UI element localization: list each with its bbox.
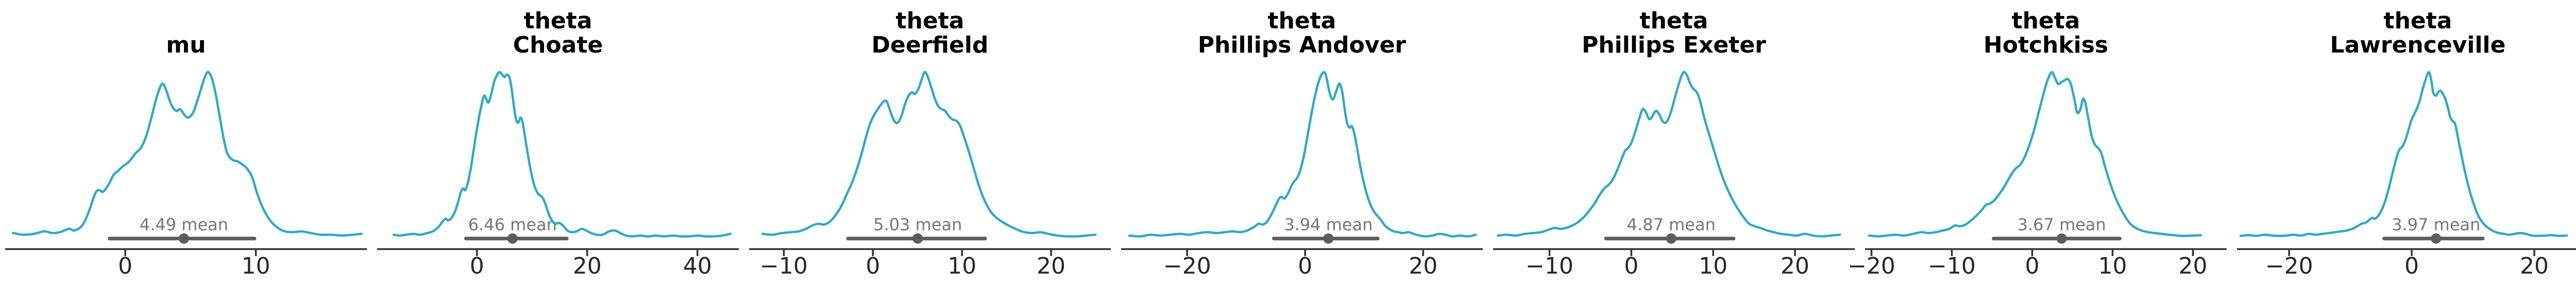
density-curve [1497,71,1841,238]
mean-label: 4.87 mean [1627,215,1716,234]
subplot-canvas: theta Lawrenceville −20 0 20 3.97 mean [2237,8,2576,279]
subplot-canvas: mu 0 10 4.49 mean [5,32,367,279]
x-tick-label: 0 [866,253,880,279]
subplot-title: theta Choate [513,8,603,58]
mean-label: 4.49 mean [140,215,228,234]
mean-point [1323,233,1334,244]
x-tick-label: −10 [760,253,808,279]
x-tick-label: 0 [118,253,132,279]
mean-label: 5.03 mean [873,215,962,234]
subplot-title: theta Phillips Exeter [1582,8,1766,58]
x-tick-label: 0 [2025,253,2039,279]
mean-point [2431,233,2442,244]
mean-point [2056,233,2067,244]
subplot-title: theta Deerfield [872,8,989,58]
mean-label: 3.97 mean [2392,215,2480,234]
mean-label: 3.94 mean [1284,215,1372,234]
x-tick-label: 0 [470,253,484,279]
mean-label: 6.46 mean [468,215,557,234]
subplot-theta-lawrenceville: theta Lawrenceville −20 0 20 3.97 mean [2232,0,2576,288]
x-tick-label: 20 [2520,253,2549,279]
x-tick-label: −20 [1848,253,1895,279]
subplot-title: theta Lawrenceville [2330,8,2506,58]
mean-point [507,233,518,244]
subplot-title: mu [166,32,206,58]
mean-point [1666,233,1676,244]
subplot-mu: mu 0 10 4.49 mean [0,0,372,288]
x-tick-label: 20 [1409,253,1437,279]
density-curve [1128,71,1477,238]
x-tick-label: 10 [947,253,976,279]
subplot-theta-phillips-exeter: theta Phillips Exeter −10 0 10 20 4.87 mean [1488,0,1860,288]
x-tick-label: −20 [2265,253,2313,279]
density-curve [761,71,1097,238]
subplot-canvas: theta Hotchkiss −20 −10 0 10 20 3.67 mean [1848,8,2227,279]
x-tick-label: −10 [1526,253,1573,279]
subplot-title: theta Hotchkiss [1984,8,2108,58]
subplot-canvas: theta Deerfield −10 0 10 20 5.03 mean [749,8,1111,279]
x-tick-label: 10 [242,253,270,279]
x-tick-label: 10 [2098,253,2127,279]
subplot-theta-phillips-andover: theta Phillips Andover −20 0 20 3.94 mean [1116,0,1488,288]
subplot-title: theta Phillips Andover [1198,8,1406,58]
subplot-theta-hotchkiss: theta Hotchkiss −20 −10 0 10 20 3.67 mean [1848,0,2232,288]
subplot-canvas: theta Phillips Exeter −10 0 10 20 4.87 mean [1493,8,1855,279]
x-tick-label: 20 [1037,253,1065,279]
subplot-canvas: theta Choate 0 20 40 6.46 mean [377,8,739,279]
x-tick-label: 0 [1624,253,1638,279]
density-curve [2239,71,2568,238]
x-tick-label: 0 [2404,253,2419,279]
x-tick-label: 0 [1298,253,1312,279]
subplot-canvas: theta Phillips Andover −20 0 20 3.94 mean [1121,8,1483,279]
density-curve [1868,71,2202,238]
x-tick-label: −10 [1928,253,1976,279]
x-tick-label: 20 [1781,253,1809,279]
density-curve [392,71,732,238]
mean-label: 3.67 mean [2018,215,2106,234]
x-tick-label: −20 [1163,253,1211,279]
x-tick-label: 20 [573,253,602,279]
subplot-theta-deerfield: theta Deerfield −10 0 10 20 5.03 mean [744,0,1116,288]
x-tick-label: 40 [683,253,712,279]
x-tick-label: 20 [2178,253,2207,279]
subplot-theta-choate: theta Choate 0 20 40 6.46 mean [372,0,744,288]
x-tick-label: 10 [1699,253,1727,279]
density-curve [11,71,363,237]
mean-point [178,233,189,244]
mean-point [912,233,923,244]
